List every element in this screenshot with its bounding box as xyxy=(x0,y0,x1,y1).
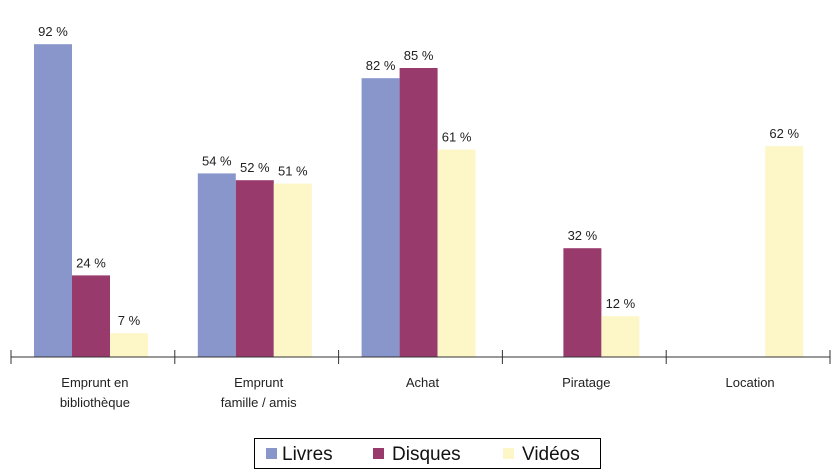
bar-disques-2 xyxy=(399,68,438,357)
bar-vidéos-3 xyxy=(601,316,640,357)
bar-disques-3 xyxy=(563,248,602,357)
legend: Livres Disques Vidéos xyxy=(254,438,601,469)
bar-livres-1 xyxy=(197,173,236,357)
legend-label: Livres xyxy=(282,444,333,465)
bar-value-label: 7 % xyxy=(118,313,141,328)
bar-vidéos-1 xyxy=(273,183,312,357)
legend-swatch-vidéos xyxy=(503,448,514,459)
x-axis xyxy=(10,350,831,364)
category-labels-group: Emprunt en bibliothèque Emprunt famille / a… xyxy=(60,375,775,410)
bar-value-label: 24 % xyxy=(76,255,106,270)
legend-swatch-disques xyxy=(373,448,384,459)
bar-value-label: 12 % xyxy=(606,296,636,311)
bar-vidéos-2 xyxy=(437,149,476,357)
bar-value-label: 82 % xyxy=(366,58,396,73)
bar-vidéos-0 xyxy=(110,333,148,357)
category-label: Piratage xyxy=(562,375,610,390)
category-label: Achat xyxy=(406,375,440,390)
bar-disques-1 xyxy=(235,180,274,357)
bar-value-label: 32 % xyxy=(568,228,598,243)
legend-label: Vidéos xyxy=(522,444,580,465)
bar-value-label: 62 % xyxy=(769,126,799,141)
bar-value-label: 52 % xyxy=(240,160,270,175)
bar-value-label: 92 % xyxy=(38,24,68,39)
legend-box xyxy=(254,438,601,469)
bar-value-label: 54 % xyxy=(202,153,232,168)
bar-livres-2 xyxy=(361,78,400,357)
bar-livres-0 xyxy=(34,44,72,357)
category-label: Emprunt famille / amis xyxy=(221,375,297,410)
bars-group xyxy=(34,44,804,357)
bar-value-label: 51 % xyxy=(278,164,308,179)
bar-value-label: 61 % xyxy=(442,130,472,145)
bar-value-label: 85 % xyxy=(404,48,434,63)
category-label: Emprunt en bibliothèque xyxy=(60,375,130,410)
bar-labels-group: 92 % 24 % 7 % 54 % 52 % 51 % 82 % 85 % 61 % 32 % 1… xyxy=(38,24,799,328)
bar-vidéos-4 xyxy=(765,146,804,357)
legend-label: Disques xyxy=(392,444,461,465)
category-label: Location xyxy=(726,375,775,390)
bar-disques-0 xyxy=(72,275,110,357)
legend-swatch-livres xyxy=(266,448,277,459)
